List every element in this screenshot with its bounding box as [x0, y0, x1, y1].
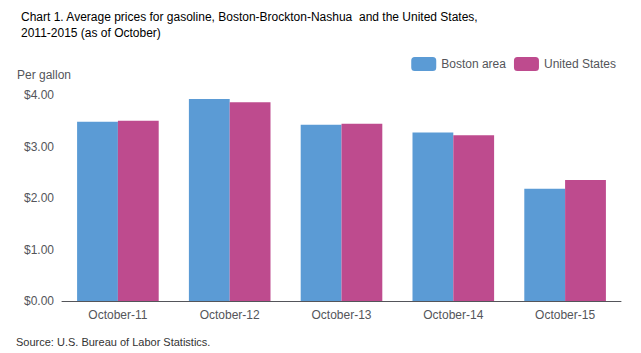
- svg-text:$4.00: $4.00: [24, 88, 54, 102]
- svg-text:October-14: October-14: [423, 308, 483, 322]
- svg-text:Chart 1. Average prices for ga: Chart 1. Average prices for gasoline, Bo…: [21, 10, 478, 24]
- svg-text:$1.00: $1.00: [24, 243, 54, 257]
- svg-text:Boston area: Boston area: [441, 57, 506, 71]
- svg-text:Per gallon: Per gallon: [17, 68, 71, 82]
- svg-text:2011-2015 (as of October): 2011-2015 (as of October): [21, 26, 161, 40]
- svg-text:October-12: October-12: [200, 308, 260, 322]
- svg-text:October-15: October-15: [535, 308, 595, 322]
- svg-text:October-11: October-11: [88, 308, 147, 322]
- svg-text:United States: United States: [544, 57, 616, 71]
- svg-text:$2.00: $2.00: [24, 191, 54, 205]
- svg-text:October-13: October-13: [311, 308, 371, 322]
- svg-text:$3.00: $3.00: [24, 140, 54, 154]
- svg-text:$0.00: $0.00: [24, 294, 54, 308]
- svg-text:Source: U.S. Bureau of Labor S: Source: U.S. Bureau of Labor Statistics.: [16, 336, 210, 348]
